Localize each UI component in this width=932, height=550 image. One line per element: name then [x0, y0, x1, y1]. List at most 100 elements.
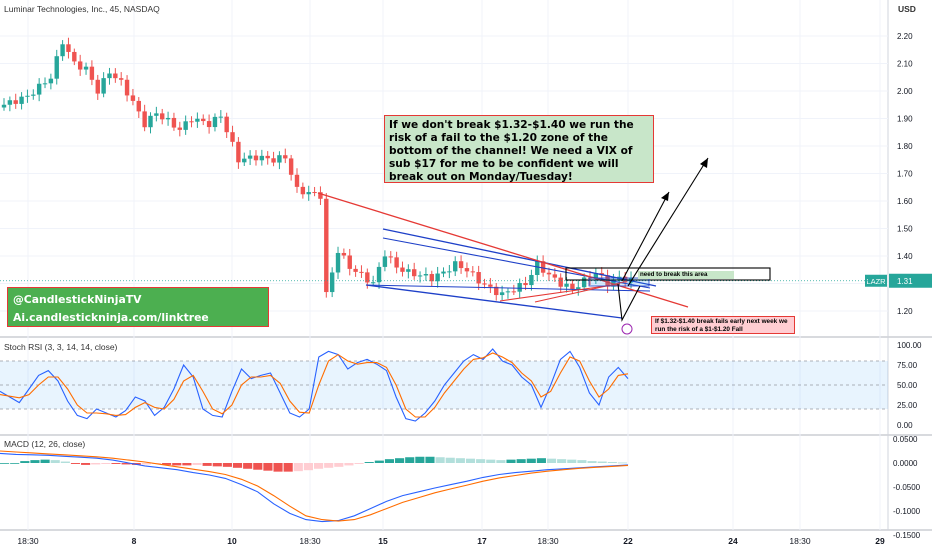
promo-box[interactable]: @CandlestickNinjaTV Ai.candlestickninja.… — [7, 287, 269, 327]
last-price-tag — [889, 273, 932, 288]
candle-body — [376, 266, 382, 283]
time-tick-label: 24 — [728, 536, 738, 546]
candle-body — [335, 252, 341, 273]
macd-title[interactable]: MACD (12, 26, close) — [4, 439, 86, 449]
candle-body — [77, 61, 83, 70]
time-tick-label: 18:30 — [17, 536, 39, 546]
time-tick-label: 8 — [132, 536, 137, 546]
candle-body — [224, 116, 229, 133]
macd-histogram-bar — [607, 462, 617, 463]
candle-body — [83, 66, 89, 70]
macd-histogram-bar — [111, 463, 121, 464]
macd-pane[interactable]: 0.0500 0.0000 -0.0500 -0.1000 -0.1500 — [0, 435, 921, 540]
candle-body — [113, 73, 118, 79]
candle-body — [154, 113, 159, 116]
candle-body — [236, 141, 241, 163]
macd-histogram-bar — [587, 461, 597, 463]
macd-histogram-bar — [496, 460, 506, 463]
candle-body — [277, 155, 282, 163]
candle-body — [611, 279, 616, 287]
macd-tick-label: -0.1000 — [893, 507, 921, 516]
green-annotation[interactable]: If we don't break $1.32-$1.40 we run the… — [384, 115, 654, 183]
candle-body — [183, 121, 188, 130]
candle-body — [13, 100, 18, 104]
macd-histogram-bar — [506, 459, 516, 463]
macd-histogram-bar — [567, 459, 577, 463]
candle-body — [365, 272, 370, 283]
symbol-title[interactable]: Luminar Technologies, Inc., 45, NASDAQ — [4, 4, 160, 14]
candle-body — [324, 198, 329, 293]
candle-body — [31, 94, 36, 96]
macd-histogram-bar — [162, 463, 172, 465]
candle-body — [218, 116, 224, 118]
stoch-tick-label: 75.00 — [897, 361, 918, 370]
candle-body — [458, 261, 464, 269]
candle-body — [19, 96, 24, 104]
candle-body — [488, 284, 493, 287]
candle-body — [552, 274, 558, 278]
macd-histogram-bar — [334, 463, 344, 467]
macd-histogram-bar — [526, 458, 536, 463]
candle-body — [265, 155, 270, 159]
price-tick-label: 1.40 — [897, 252, 913, 261]
candle-body — [160, 113, 165, 120]
candle-body — [25, 95, 30, 97]
candle-body — [605, 275, 610, 287]
price-tick-label: 2.00 — [897, 87, 913, 96]
macd-histogram-bar — [415, 456, 425, 463]
macd-histogram-bar — [557, 459, 567, 463]
macd-histogram-bar — [303, 463, 313, 471]
candle-body — [470, 271, 475, 273]
candle-body — [42, 83, 48, 85]
break-area-box — [565, 267, 771, 281]
macd-histogram-bar — [476, 459, 486, 463]
macd-histogram-bar — [344, 463, 354, 466]
stoch-rsi-pane[interactable]: 100.00 75.00 50.00 25.00 0.00 — [0, 341, 922, 430]
candle-body — [7, 100, 13, 105]
candle-body — [329, 272, 335, 293]
promo-handle[interactable]: @CandlestickNinjaTV — [13, 293, 142, 306]
rising-support-line-2 — [534, 281, 625, 303]
macd-histogram-bar — [283, 463, 293, 472]
candle-body — [499, 292, 505, 296]
downtrend-resistance-line — [317, 192, 689, 308]
ticker-tag-label: LAZR — [866, 277, 886, 286]
earnings-marker-icon — [621, 323, 633, 335]
candle-body — [447, 271, 452, 273]
candle-body — [212, 116, 218, 128]
macd-histogram-bar — [202, 463, 212, 466]
candle-body — [195, 118, 200, 122]
candle-body — [535, 261, 540, 275]
candle-body — [435, 273, 440, 282]
macd-histogram-bar — [536, 458, 546, 463]
candle-body — [136, 100, 141, 112]
price-axis: 2.202.102.001.901.801.701.601.501.401.30… — [865, 32, 932, 316]
macd-histogram-bar — [192, 463, 202, 465]
candle-body — [189, 121, 194, 123]
time-tick-label: 18:30 — [537, 536, 559, 546]
macd-histogram-bar — [273, 463, 283, 472]
candle-body — [201, 118, 206, 122]
candle-body — [581, 277, 587, 288]
time-tick-label: 18:30 — [299, 536, 321, 546]
candle-body — [89, 66, 95, 80]
candle-body — [165, 117, 171, 120]
red-annotation[interactable]: If $1.32-$1.40 break fails early next we… — [651, 316, 795, 334]
price-tick-label: 1.50 — [897, 225, 913, 234]
macd-signal-line — [0, 450, 629, 522]
macd-tick-label: -0.1500 — [893, 531, 921, 540]
macd-histogram-bar — [425, 456, 435, 463]
macd-histogram-bar — [243, 463, 253, 469]
macd-histogram-bar — [395, 458, 405, 463]
candle-body — [36, 83, 42, 95]
promo-link[interactable]: Ai.candlestickninja.com/linktree — [13, 311, 209, 324]
macd-histogram-bar — [465, 458, 476, 463]
macd-histogram-bar — [81, 463, 91, 465]
candle-body — [66, 44, 71, 52]
stoch-rsi-title[interactable]: Stoch RSI (3, 3, 14, 14, close) — [4, 342, 118, 352]
macd-histogram-bar — [597, 461, 607, 463]
candle-body — [453, 261, 458, 272]
macd-histogram-bar — [455, 458, 465, 463]
candle-body — [370, 282, 376, 284]
